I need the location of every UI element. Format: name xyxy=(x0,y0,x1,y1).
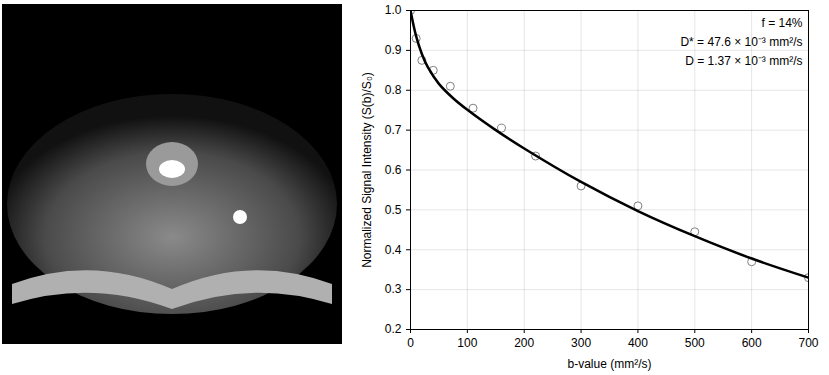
svg-text:600: 600 xyxy=(742,336,762,350)
svg-text:700: 700 xyxy=(798,336,818,350)
svg-text:f = 14%: f = 14% xyxy=(761,16,802,30)
svg-text:0.8: 0.8 xyxy=(385,83,402,97)
svg-text:0: 0 xyxy=(407,336,414,350)
svg-text:b-value (mm²/s): b-value (mm²/s) xyxy=(567,357,651,371)
svg-text:1.0: 1.0 xyxy=(385,3,402,17)
svg-text:D* = 47.6 × 10⁻³ mm²/s: D* = 47.6 × 10⁻³ mm²/s xyxy=(680,35,802,49)
svg-text:100: 100 xyxy=(457,336,477,350)
svg-text:500: 500 xyxy=(685,336,705,350)
svg-text:0.3: 0.3 xyxy=(385,282,402,296)
svg-text:0.9: 0.9 xyxy=(385,43,402,57)
svg-text:0.4: 0.4 xyxy=(385,243,402,257)
svg-text:0.7: 0.7 xyxy=(385,123,402,137)
svg-text:D = 1.37 × 10⁻³ mm²/s: D = 1.37 × 10⁻³ mm²/s xyxy=(685,54,802,68)
svg-text:0.5: 0.5 xyxy=(385,203,402,217)
svg-text:0.2: 0.2 xyxy=(385,322,402,336)
svg-text:200: 200 xyxy=(514,336,534,350)
svg-text:400: 400 xyxy=(628,336,648,350)
svg-text:300: 300 xyxy=(571,336,591,350)
svg-text:Normalized Signal Intensity (S: Normalized Signal Intensity (S(b)/S₀) xyxy=(360,72,374,268)
svg-text:0.6: 0.6 xyxy=(385,163,402,177)
